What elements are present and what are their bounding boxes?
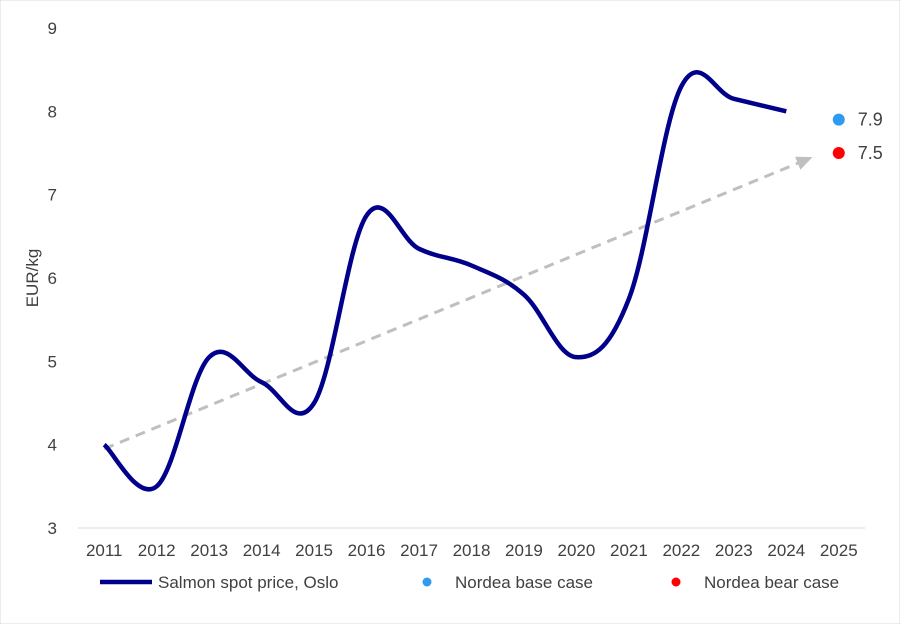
x-tick-label: 2012 xyxy=(138,541,176,560)
y-tick-label: 4 xyxy=(48,436,57,455)
x-tick-label: 2015 xyxy=(295,541,333,560)
forecast-point xyxy=(832,147,845,159)
legend-dot-swatch xyxy=(671,577,681,587)
legend-label: Nordea base case xyxy=(455,573,593,592)
legend-label: Nordea bear case xyxy=(704,573,839,592)
legend-dot-swatch xyxy=(422,577,432,587)
forecast-point-label: 7.9 xyxy=(858,110,883,130)
x-tick-label: 2014 xyxy=(243,541,281,560)
y-tick-label: 9 xyxy=(48,19,57,38)
x-tick-label: 2021 xyxy=(610,541,648,560)
y-tick-label: 5 xyxy=(48,352,57,371)
trend-arrow-head xyxy=(795,156,813,170)
line-layer xyxy=(102,70,787,492)
legend-layer: Salmon spot price, Oslo Nordea base case N… xyxy=(100,573,839,592)
forecast-point xyxy=(832,113,845,126)
salmon-price-line xyxy=(102,70,787,492)
y-tick-label: 3 xyxy=(48,519,57,538)
trend-arrow-line xyxy=(103,161,799,451)
y-tick-label: 6 xyxy=(48,269,57,288)
x-tick-label: 2016 xyxy=(348,541,386,560)
axis-layer: 3 4 5 6 7 8 9 2011 2012 2013 2014 2015 2016 2017 2018 2… xyxy=(23,19,865,560)
legend-label: Salmon spot price, Oslo xyxy=(158,573,338,592)
y-tick-label: 8 xyxy=(48,102,57,121)
x-tick-label: 2023 xyxy=(715,541,753,560)
x-tick-label: 2020 xyxy=(558,541,596,560)
y-axis-title: EUR/kg xyxy=(23,249,42,308)
x-tick-label: 2025 xyxy=(820,541,858,560)
y-tick-label: 7 xyxy=(48,186,57,205)
trend-layer xyxy=(103,156,813,451)
point-layer: 7.9 7.5 xyxy=(832,110,883,163)
x-tick-label: 2017 xyxy=(400,541,438,560)
forecast-point-label: 7.5 xyxy=(858,143,883,163)
x-tick-label: 2024 xyxy=(767,541,805,560)
x-tick-label: 2019 xyxy=(505,541,543,560)
x-tick-label: 2011 xyxy=(86,541,123,560)
x-tick-label: 2022 xyxy=(662,541,700,560)
x-tick-label: 2013 xyxy=(190,541,228,560)
x-tick-label: 2018 xyxy=(453,541,491,560)
